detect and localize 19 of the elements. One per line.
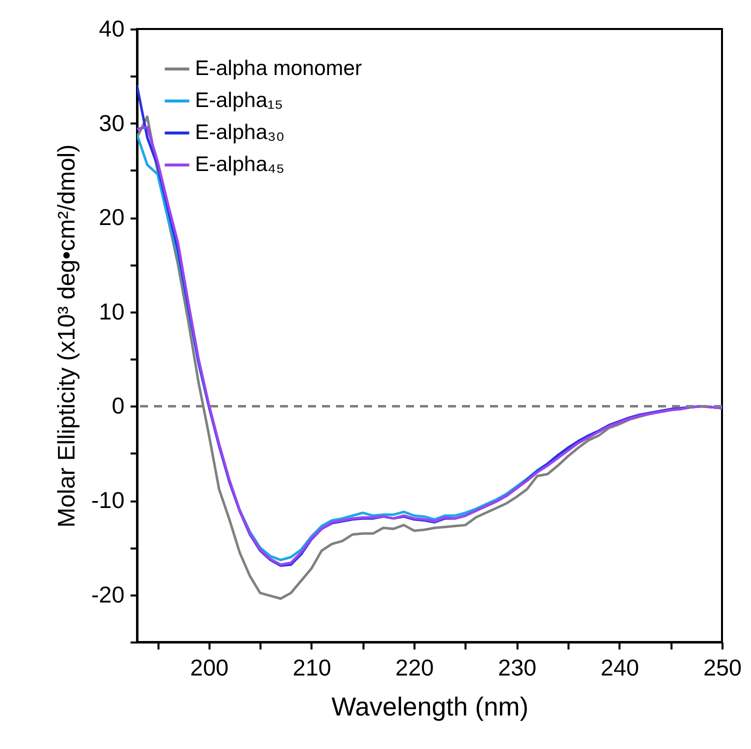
legend-label: E-alpha₁₅ (195, 89, 283, 112)
x-axis-title: Wavelength (nm) (332, 692, 528, 722)
legend-label: E-alpha₄₅ (195, 153, 284, 176)
y-axis-title: Molar Ellipticity (x10³ deg•cm²/dmol) (53, 144, 80, 528)
y-tick-label: 40 (98, 16, 124, 42)
y-tick-label: 10 (98, 298, 124, 324)
y-tick-label: -10 (91, 487, 124, 514)
y-tick-label: -20 (91, 581, 124, 608)
legend-label: E-alpha monomer (195, 57, 362, 80)
x-tick-label: 200 (190, 654, 229, 680)
y-tick-label: 0 (112, 392, 124, 419)
x-tick-label: 220 (395, 654, 434, 680)
x-tick-label: 210 (292, 654, 332, 680)
y-tick-label: 20 (98, 204, 124, 230)
x-tick-label: 250 (703, 654, 742, 680)
legend-label: E-alpha₃₀ (195, 121, 285, 144)
x-tick-label: 230 (498, 654, 536, 680)
x-tick-label: 240 (600, 654, 640, 680)
y-tick-label: 30 (98, 110, 124, 136)
